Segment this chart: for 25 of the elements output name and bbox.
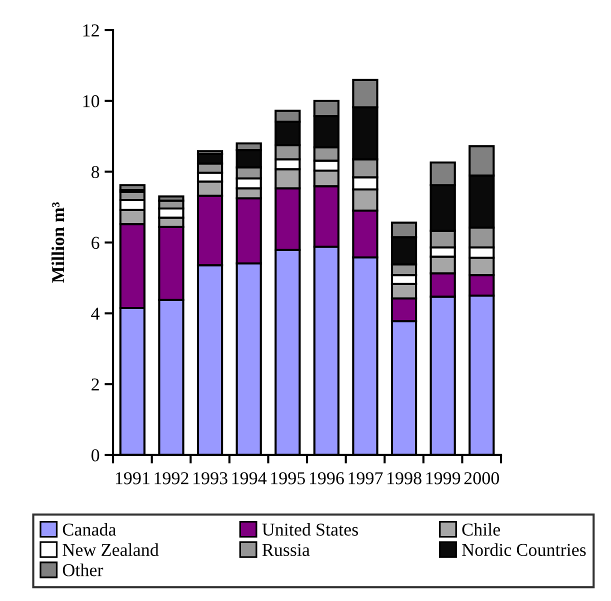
legend-label: United States <box>262 523 358 536</box>
y-tick-label: 12 <box>83 24 99 36</box>
legend-label: Other <box>62 564 104 576</box>
x-tick-label: 1991 <box>116 472 150 484</box>
y-tick-label: 0 <box>92 449 100 462</box>
y-tick-label: 6 <box>92 236 100 249</box>
y-tick-label: 8 <box>92 166 100 178</box>
y-tick-label: 2 <box>92 378 99 390</box>
x-tick-label: 1995 <box>271 472 305 484</box>
legend-label: Nordic Countries <box>462 543 586 556</box>
x-tick-label: 1993 <box>194 472 228 484</box>
x-tick-label: 1994 <box>232 472 267 484</box>
y-tick-label: 4 <box>91 308 100 320</box>
x-tick-label: 2000 <box>464 472 499 484</box>
x-tick-label: 1999 <box>426 472 460 484</box>
x-tick-label: 1996 <box>310 472 344 484</box>
x-tick-label: 1998 <box>388 472 422 484</box>
legend-label: Chile <box>462 523 500 536</box>
legend-label: Russia <box>262 544 310 556</box>
legend-label: New Zealand <box>62 543 159 556</box>
x-tick-label: 1992 <box>154 472 188 484</box>
y-axis-title: Million m³ <box>52 202 64 283</box>
y-tick-label: 10 <box>83 95 100 108</box>
x-tick-label: 1997 <box>348 472 383 484</box>
legend-label: Canada <box>62 523 116 536</box>
